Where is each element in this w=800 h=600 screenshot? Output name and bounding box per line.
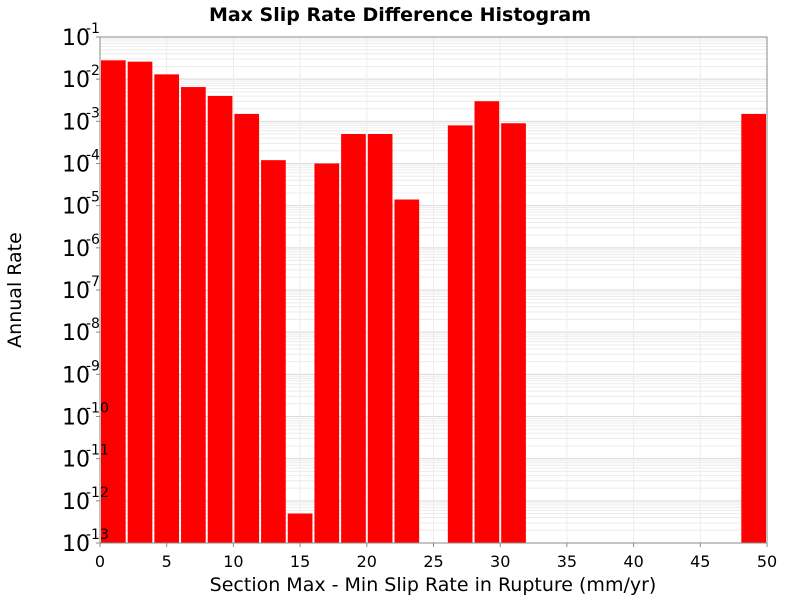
x-tick-label: 20 — [357, 552, 377, 571]
y-tick-label-exponent: -9 — [86, 358, 100, 374]
y-tick-label-exponent: -11 — [86, 443, 109, 459]
y-tick-label-base: 10 — [62, 363, 90, 388]
bar — [181, 87, 206, 544]
x-tick-label: 5 — [162, 552, 172, 571]
y-tick-label-exponent: -1 — [86, 21, 100, 37]
y-tick-label-base: 10 — [62, 110, 90, 135]
y-axis-ticks: 10-110-210-310-410-510-610-710-810-910-1… — [62, 21, 109, 557]
y-tick-label-exponent: -5 — [86, 190, 100, 206]
x-tick-label: 35 — [557, 552, 577, 571]
y-tick-label-base: 10 — [62, 68, 90, 93]
y-tick-label-base: 10 — [62, 406, 90, 431]
x-tick-label: 15 — [290, 552, 310, 571]
x-axis-label: Section Max - Min Slip Rate in Rupture (… — [210, 574, 657, 596]
x-tick-label: 40 — [623, 552, 643, 571]
bar — [501, 123, 526, 544]
y-tick-label-base: 10 — [62, 195, 90, 220]
bar — [154, 74, 180, 543]
bar — [127, 61, 153, 543]
bar — [474, 101, 500, 543]
x-axis-ticks: 0 5 10 15 20 25 30 35 40 45 50 — [95, 543, 777, 571]
y-tick-label-base: 10 — [62, 321, 90, 346]
bar — [741, 113, 766, 544]
y-tick-label-base: 10 — [62, 237, 90, 262]
y-tick-label-base: 10 — [62, 26, 90, 51]
y-axis-label: Annual Rate — [4, 232, 26, 348]
bar — [207, 95, 233, 543]
y-tick-label-exponent: -12 — [86, 485, 109, 501]
x-tick-label: 50 — [757, 552, 777, 571]
bar — [447, 125, 473, 543]
y-tick-label-exponent: -7 — [86, 274, 100, 290]
x-tick-label: 0 — [95, 552, 105, 571]
y-tick-label-base: 10 — [62, 279, 90, 304]
y-tick-label-exponent: -4 — [86, 148, 100, 164]
y-tick-label-exponent: -8 — [86, 316, 100, 332]
bars — [101, 60, 766, 544]
y-tick-label-base: 10 — [62, 448, 90, 473]
x-tick-label: 10 — [223, 552, 243, 571]
bar — [314, 163, 340, 543]
y-tick-label-base: 10 — [62, 153, 90, 178]
y-tick-label-exponent: -6 — [86, 232, 100, 248]
y-tick-label-exponent: -3 — [86, 105, 100, 121]
y-tick-label-exponent: -10 — [86, 401, 109, 417]
x-tick-label: 45 — [690, 552, 710, 571]
chart-title: Max Slip Rate Difference Histogram — [209, 4, 591, 26]
bar — [287, 513, 313, 543]
bar — [394, 199, 420, 543]
x-tick-label: 25 — [423, 552, 443, 571]
bar — [234, 113, 260, 544]
bar — [261, 160, 286, 543]
bar — [367, 134, 393, 543]
y-tick-label-exponent: -2 — [86, 63, 100, 79]
x-tick-label: 30 — [490, 552, 510, 571]
y-tick-label-base: 10 — [62, 532, 90, 557]
bar — [341, 134, 366, 543]
bar — [101, 60, 126, 544]
y-tick-label-exponent: -13 — [86, 527, 109, 543]
y-tick-label-base: 10 — [62, 490, 90, 515]
